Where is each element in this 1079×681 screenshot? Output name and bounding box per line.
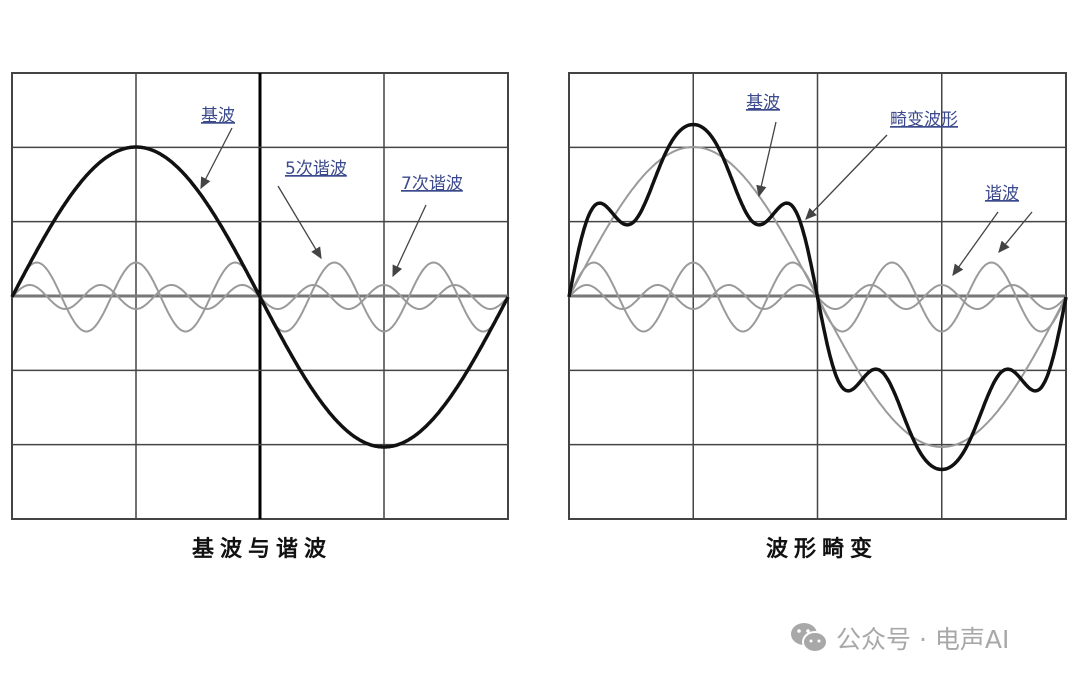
arrow-distorted-wave (805, 134, 888, 220)
fundamental-wave (10, 145, 510, 449)
arrow-fundamental-left (200, 127, 233, 190)
caption-left: 基波与谐波 (192, 536, 332, 562)
label-harmonic-right: 谐波 (985, 184, 1019, 204)
arrow-7th-harmonic (392, 204, 427, 278)
arrow-fundamental-right (756, 121, 777, 198)
arrow-5th-harmonic (277, 185, 322, 260)
watermark: 公众号 · 电声AI (790, 620, 1009, 656)
label-5th-harmonic: 5次谐波 (285, 159, 347, 179)
right-panel (567, 72, 1068, 520)
label-distorted-wave: 畸变波形 (890, 110, 958, 130)
label-7th-harmonic: 7次谐波 (401, 174, 463, 194)
arrow-harmonic-2 (998, 211, 1033, 254)
left-panel (10, 72, 510, 520)
arrow-harmonic-1 (952, 211, 999, 277)
distorted-wave (567, 122, 1068, 472)
label-fundamental-right: 基波 (746, 93, 780, 113)
label-fundamental-left: 基波 (201, 106, 235, 126)
watermark-text: 公众号 · 电声AI (836, 625, 1010, 654)
caption-right: 波形畸变 (766, 536, 878, 562)
wechat-icon (791, 623, 828, 653)
